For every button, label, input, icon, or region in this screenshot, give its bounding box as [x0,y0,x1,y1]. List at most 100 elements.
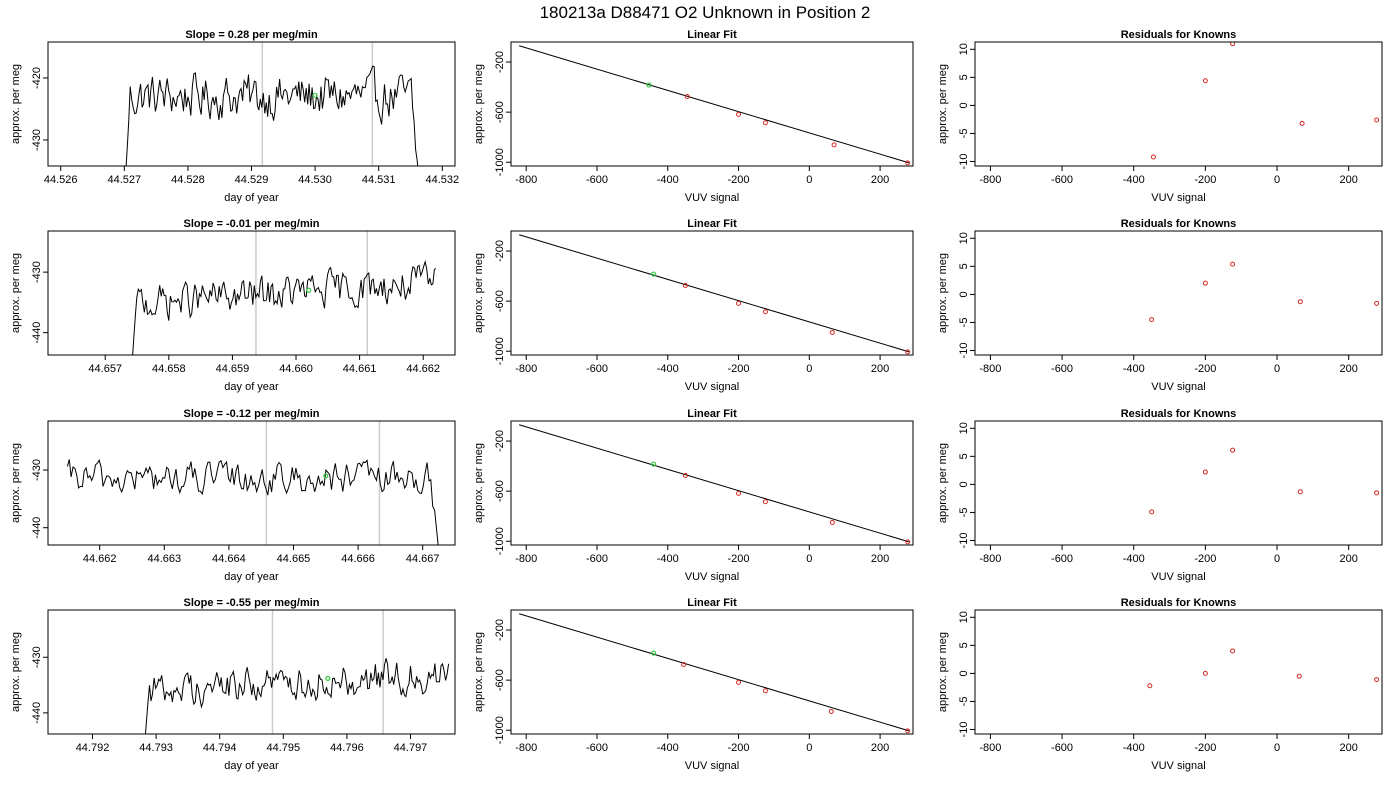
y-tick-label: -600 [494,101,506,123]
panel-title: Slope = -0.55 per meg/min [183,597,319,609]
x-tick-label: -600 [586,553,608,565]
x-tick-label: 0 [1274,742,1280,754]
plot-frame [47,609,456,735]
x-axis-label: day of year [224,760,279,772]
y-tick-label: -10 [958,533,970,549]
signal-trace [66,458,439,545]
known-point [828,708,834,714]
x-tick-label: 44.660 [279,363,313,375]
x-tick-label: 0 [806,742,812,754]
residual-point [1147,683,1153,689]
y-axis-label: approx. per meg [10,253,22,333]
y-tick-label: 5 [958,263,970,269]
y-tick-label: 10 [958,232,970,244]
panel-title: Slope = -0.12 per meg/min [183,408,319,420]
y-tick-label: 0 [958,670,970,676]
plot-area [1149,447,1380,515]
y-tick-label: -10 [958,343,970,359]
y-tick-label: -1000 [494,527,506,555]
y-tick-label: 10 [958,611,970,623]
y-tick-label: 0 [958,481,970,487]
x-tick-label: -600 [1051,742,1073,754]
x-tick-label: 44.665 [277,553,311,565]
x-tick-label: -400 [657,363,679,375]
y-tick-label: -430 [31,261,43,283]
x-tick-label: -200 [1194,553,1216,565]
y-tick-label: 0 [958,102,970,108]
y-tick-label: -430 [31,459,43,481]
plot-frame [510,609,914,735]
x-tick-label: -800 [515,553,537,565]
residual-point [1374,490,1380,496]
unknown-marker [306,287,312,293]
panel-residuals-3: Residuals for Knowns -800 -600 -400 -200 0 200… [937,408,1383,583]
x-tick-label: -800 [979,174,1001,186]
x-tick-label: 44.528 [171,174,205,186]
x-tick-label: -600 [1051,553,1073,565]
y-axis-label: approx. per meg [10,64,22,144]
y-tick-label: 10 [958,422,970,434]
fit-line [518,45,910,164]
panel-title: Residuals for Knowns [1121,218,1237,230]
x-axis-label: VUV signal [1151,571,1205,583]
plot-area [518,424,911,545]
x-axis-label: VUV signal [685,571,739,583]
x-tick-label: -200 [728,742,750,754]
x-tick-label: 44.795 [266,742,300,754]
y-tick-label: -1000 [494,337,506,365]
x-tick-label: 44.662 [406,363,440,375]
plot-frame [510,41,914,167]
panel-time-series-3: Slope = -0.12 per meg/min 44.662 44.663 44.… [10,408,456,583]
unknown-point [646,82,652,88]
x-tick-label: -800 [979,553,1001,565]
known-point [762,120,768,126]
y-tick-label: -420 [31,67,43,89]
x-tick-label: -600 [1051,174,1073,186]
residual-point [1374,677,1380,683]
x-tick-label: 0 [1274,174,1280,186]
y-tick-label: -440 [31,702,43,724]
residual-point [1202,670,1208,676]
x-tick-label: -600 [586,363,608,375]
signal-trace [125,65,419,166]
x-tick-label: 44.659 [216,363,250,375]
x-tick-label: -400 [657,742,679,754]
x-tick-label: 0 [1274,553,1280,565]
known-point [682,472,688,478]
x-tick-label: -800 [515,174,537,186]
x-tick-label: -400 [1123,553,1145,565]
x-tick-label: 44.531 [362,174,396,186]
y-tick-label: 5 [958,74,970,80]
y-tick-label: -5 [958,129,970,139]
known-point [905,160,911,166]
x-tick-label: -800 [515,742,537,754]
plot-frame [974,609,1383,735]
x-tick-label: 0 [1274,363,1280,375]
x-tick-label: 44.792 [76,742,110,754]
plot-frame [974,41,1383,167]
x-tick-label: 200 [871,742,889,754]
panel-title: Linear Fit [687,218,737,230]
y-tick-label: -1000 [494,148,506,176]
fit-line [518,424,910,543]
y-tick-label: -440 [31,322,43,344]
y-tick-label: -600 [494,669,506,691]
x-tick-label: -200 [1194,174,1216,186]
x-tick-label: 0 [806,553,812,565]
x-tick-label: 200 [871,363,889,375]
panel-title: Residuals for Knowns [1121,597,1237,609]
y-axis-label: approx. per meg [937,443,949,523]
x-axis-label: VUV signal [1151,760,1205,772]
plot-frame [974,230,1383,356]
x-tick-label: -600 [586,174,608,186]
y-axis-label: approx. per meg [10,443,22,523]
x-tick-label: 200 [1340,363,1358,375]
unknown-marker [312,92,318,98]
plot-frame [47,420,456,546]
plot-frame [47,41,456,167]
x-tick-label: -200 [728,174,750,186]
y-tick-label: 5 [958,642,970,648]
y-tick-label: 5 [958,453,970,459]
x-tick-label: -200 [1194,363,1216,375]
y-tick-label: -430 [31,129,43,151]
